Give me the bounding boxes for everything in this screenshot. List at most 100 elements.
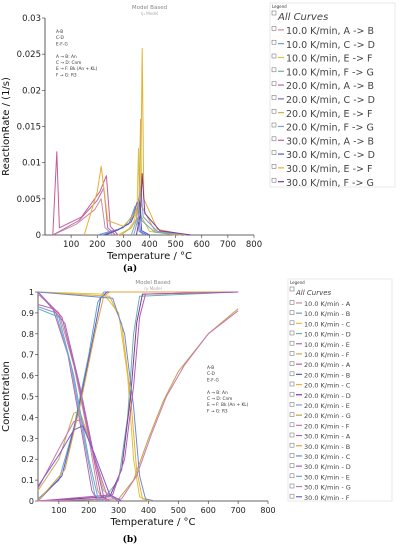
legend-item-label: 20.0 K/min, C -> D <box>286 95 375 106</box>
legend-checkbox <box>289 381 295 387</box>
legend-checkbox <box>289 442 295 448</box>
legend-item-label: 20.0 K/min - F <box>304 422 350 430</box>
legend-checkbox <box>271 136 277 142</box>
legend-checkbox <box>271 177 277 183</box>
y-tick-label: 0.6 <box>21 372 34 381</box>
legend-checkbox <box>289 320 295 326</box>
chart-title: Model Based <box>135 280 170 286</box>
y-tick-label: 1 <box>29 288 34 297</box>
legend-item-label: 10.0 K/min - B <box>304 310 350 318</box>
series-line-18 <box>37 308 104 502</box>
series-line-16 <box>37 291 155 502</box>
legend-all-checkbox <box>289 286 295 292</box>
y-tick-label: 0 <box>36 231 41 241</box>
legend-item-label: 30.0 K/min - E <box>304 473 350 481</box>
legend-item-label: 10.0 K/min - E <box>304 341 350 349</box>
legend-item-label: 20.0 K/min - G <box>304 412 351 420</box>
series-line-9 <box>37 291 152 502</box>
series-line-14 <box>37 291 110 502</box>
legend-item-label: 10.0 K/min, A -> B <box>286 26 374 37</box>
legend-item-label: 20.0 K/min, F -> G <box>286 123 374 134</box>
x-tick-label: 100 <box>63 240 79 250</box>
model-text-line: E-F-G <box>207 377 219 383</box>
legend-item-label: 10.0 K/min - D <box>304 331 351 339</box>
legend-item-label: 10.0 K/min - F <box>304 351 350 359</box>
y-tick-label: 0 <box>29 497 34 506</box>
legend-checkbox <box>289 361 295 366</box>
y-tick-label: 0.03 <box>22 14 41 24</box>
x-tick-label: 700 <box>230 506 245 515</box>
legend-checkbox <box>271 39 277 45</box>
x-tick-label: 600 <box>194 240 210 250</box>
legend-box <box>269 2 396 188</box>
x-tick-label: 300 <box>115 240 131 250</box>
legend-item-label: 20.0 K/min, A -> B <box>286 81 374 92</box>
series-line-11 <box>83 47 187 236</box>
legend-checkbox <box>271 53 277 59</box>
series-line-15 <box>37 291 239 502</box>
legend-item-label: 10.0 K/min, F -> G <box>286 67 374 78</box>
legend-item-label: 10.0 K/min - A <box>304 300 351 308</box>
legend-checkbox <box>289 340 295 346</box>
legend-checkbox <box>289 432 295 438</box>
series-line-17 <box>37 291 239 502</box>
y-tick-label: 0.025 <box>17 50 41 60</box>
legend-checkbox <box>271 108 277 114</box>
legend-item-label: 30.0 K/min - D <box>304 463 351 471</box>
legend-box <box>287 278 393 502</box>
x-tick-label: 500 <box>168 240 184 250</box>
y-tick-label: 0.9 <box>21 309 34 318</box>
x-tick-label: 700 <box>220 240 236 250</box>
model-text-line: C-D <box>56 35 65 41</box>
legend-checkbox <box>289 351 295 356</box>
model-text-line: E → F: Bk (An + KL) <box>56 66 98 72</box>
legend-checkbox <box>271 95 277 100</box>
legend-item-label: 20.0 K/min - D <box>304 392 351 400</box>
legend-checkbox <box>289 463 295 468</box>
series-line-19 <box>37 310 239 502</box>
legend-item-label: 30.0 K/min - G <box>304 484 351 492</box>
legend-item-label: 10.0 K/min, E -> F <box>286 54 372 65</box>
legend-checkbox <box>289 402 295 407</box>
model-text-line: C → D: Cnm <box>207 396 232 402</box>
legend-checkbox <box>289 371 295 377</box>
legend-checkbox <box>271 164 277 169</box>
legend-item-label: 30.0 K/min - A <box>304 433 351 441</box>
legend-checkbox <box>289 422 295 428</box>
legend-all-label: All Curves <box>277 12 328 23</box>
y-tick-label: 0.005 <box>17 195 41 205</box>
y-tick-label: 0.015 <box>17 123 41 133</box>
y-axis-label: Concentration <box>1 361 12 432</box>
series-line-3 <box>117 147 176 236</box>
y-tick-label: 0.8 <box>21 330 34 339</box>
chart-title: Model Based <box>132 5 167 11</box>
chart-subtitle: η₁ Model <box>144 286 161 291</box>
caption-b: (b) <box>122 535 138 545</box>
legend-item-label: 20.0 K/min - E <box>304 402 350 410</box>
series-line-8 <box>37 291 239 502</box>
model-text-line: C-D <box>207 371 216 377</box>
legend-checkbox <box>271 122 277 128</box>
legend-checkbox <box>289 483 295 489</box>
series-line-2 <box>37 291 239 500</box>
legend-title: Legend <box>272 4 287 9</box>
legend-all-checkbox <box>271 10 277 16</box>
y-tick-label: 0.4 <box>21 413 34 422</box>
x-tick-label: 600 <box>201 506 216 515</box>
legend-item-label: 20.0 K/min - A <box>304 361 351 369</box>
x-tick-label: 300 <box>111 506 126 515</box>
model-text-line: E-F-G <box>56 41 68 47</box>
legend-all-label: All Curves <box>295 289 332 297</box>
model-text-line: A → B: An <box>56 54 77 60</box>
legend-item-label: 30.0 K/min - C <box>304 453 351 461</box>
legend-checkbox <box>289 473 295 479</box>
legend-item-label: 30.0 K/min, C -> D <box>286 150 375 161</box>
y-tick-label: 0.02 <box>22 86 41 96</box>
legend-item-label: 30.0 K/min, F -> G <box>286 178 374 189</box>
y-tick-label: 0.01 <box>22 159 41 169</box>
legend-checkbox <box>289 493 295 499</box>
series-line-1 <box>52 198 114 236</box>
legend-item-label: 30.0 K/min, A -> B <box>286 136 374 147</box>
model-text-line: F → G: R3 <box>56 72 77 78</box>
